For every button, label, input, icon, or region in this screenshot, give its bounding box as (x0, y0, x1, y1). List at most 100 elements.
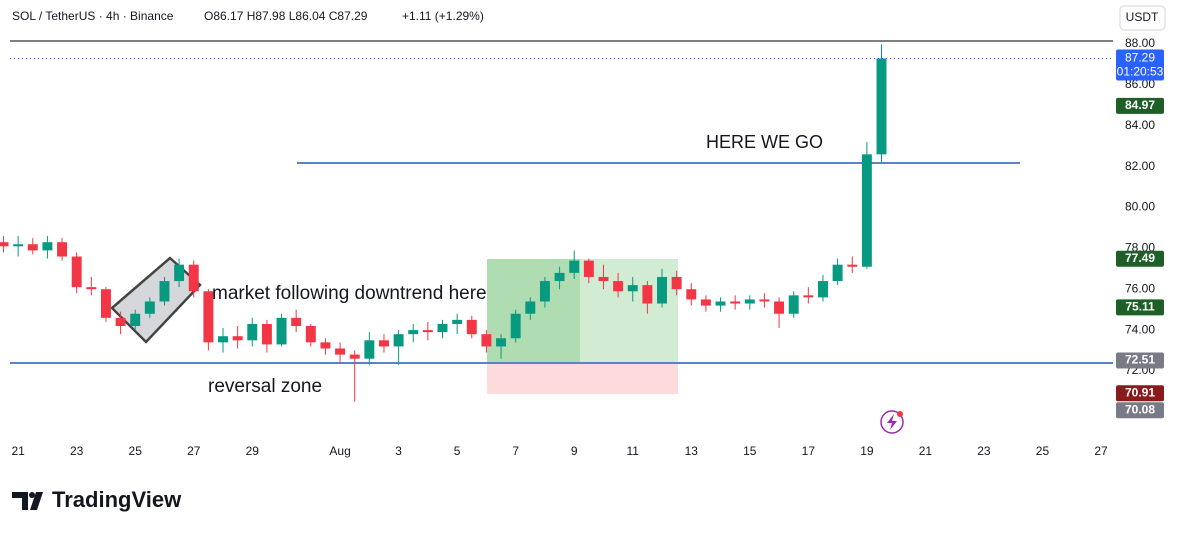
candle-body (817, 281, 828, 298)
candle-body (188, 264, 199, 292)
candle-body (349, 354, 360, 359)
x-tick-label: 23 (70, 444, 84, 458)
candle-body (554, 272, 565, 282)
x-tick-label: 11 (627, 444, 640, 458)
symbol: SOL / TetherUS · 4h · Binance (12, 9, 174, 23)
price-tag-label: 70.08 (1125, 402, 1155, 416)
candle-body (525, 301, 536, 314)
brand-logo (12, 492, 43, 510)
stop-zone (487, 362, 678, 394)
x-tick-label: 13 (685, 444, 699, 458)
candle-body (452, 319, 463, 324)
candle-body (261, 323, 272, 345)
price-tag (1116, 402, 1164, 419)
candle-body (291, 317, 302, 327)
price-tag (1116, 250, 1164, 267)
candle-body (700, 299, 711, 306)
x-tick-label: 25 (1036, 444, 1050, 458)
x-tick-label: 21 (919, 444, 933, 458)
price-tag (1116, 299, 1164, 316)
price-tag (1116, 352, 1164, 369)
price-tag (1116, 97, 1164, 114)
x-tick-label: 19 (860, 444, 874, 458)
candle-body (174, 264, 185, 282)
x-tick-label: 3 (395, 444, 402, 458)
candle-body (276, 317, 287, 345)
candle-body (408, 330, 419, 335)
x-tick-label: 25 (129, 444, 143, 458)
candle-body (0, 242, 9, 247)
price-tag-label: 72.51 (1125, 353, 1155, 367)
y-tick-label: 76.00 (1125, 281, 1155, 295)
candle-body (715, 301, 726, 306)
currency-box[interactable] (1119, 5, 1166, 31)
y-tick-label: 88.00 (1125, 36, 1155, 50)
candle-body (876, 58, 887, 155)
x-tick-label: 27 (1094, 444, 1108, 458)
candle-body (27, 244, 38, 251)
annotation: market following downtrend here (212, 283, 487, 304)
candle-body (100, 289, 111, 318)
candle-body (57, 242, 68, 257)
candle-body (642, 285, 653, 304)
candle-body (144, 301, 155, 314)
annotation: HERE WE GO (706, 132, 823, 152)
x-tick-label: 27 (187, 444, 201, 458)
candle-body (115, 317, 126, 327)
countdown: 01:20:53 (1117, 65, 1164, 79)
x-tick-label: 7 (512, 444, 519, 458)
candle-body (203, 291, 214, 343)
candle-body (539, 281, 550, 302)
price-tag-label: 87.29 (1125, 51, 1155, 65)
annotation: reversal zone (208, 376, 322, 397)
candle-body (437, 323, 448, 333)
candle-body (627, 285, 638, 292)
candle-body (247, 323, 258, 341)
candle-body (803, 295, 814, 298)
x-tick-label: Aug (329, 444, 350, 458)
alert-bolt (887, 414, 897, 430)
candle-body (847, 264, 858, 267)
candle-body (759, 299, 770, 302)
price-tag-label: 70.91 (1125, 385, 1155, 399)
candle-body (130, 313, 141, 327)
candle-body (218, 336, 228, 343)
candle-body (598, 276, 609, 282)
y-tick-label: 74.00 (1125, 322, 1155, 336)
alert-dot (897, 411, 903, 417)
candle-body (774, 301, 785, 314)
candle-body (305, 326, 316, 343)
candle-body (671, 276, 682, 290)
currency[interactable]: USDT (1126, 10, 1159, 24)
target-zone (487, 259, 678, 362)
x-tick-label: 9 (571, 444, 578, 458)
x-tick-label: 17 (802, 444, 816, 458)
candle-body (788, 295, 799, 314)
x-tick-label: 5 (454, 444, 461, 458)
candle-body (496, 338, 507, 347)
candle-body (335, 348, 346, 355)
candle-body (71, 256, 82, 288)
y-tick-label: 80.00 (1125, 200, 1155, 214)
candle-body (730, 301, 741, 304)
price-tag-label: 75.11 (1125, 300, 1155, 314)
candle-body (159, 281, 170, 302)
candle-body (583, 260, 594, 277)
candle-body (686, 289, 697, 300)
alert-icon[interactable] (880, 410, 904, 434)
candle-body (466, 319, 477, 335)
x-tick-label: 21 (11, 444, 25, 458)
y-tick-label: 84.00 (1125, 118, 1155, 132)
candle-body (364, 340, 375, 359)
candle-body (422, 330, 433, 333)
price-tag (1116, 385, 1164, 402)
brand-logo-dot (29, 492, 35, 498)
brand: TradingView (52, 487, 182, 512)
price-tag (1116, 49, 1164, 81)
candle-body (657, 276, 667, 304)
candle-body (42, 242, 53, 251)
price-tag-label: 77.49 (1125, 251, 1155, 265)
x-tick-label: 15 (743, 444, 757, 458)
